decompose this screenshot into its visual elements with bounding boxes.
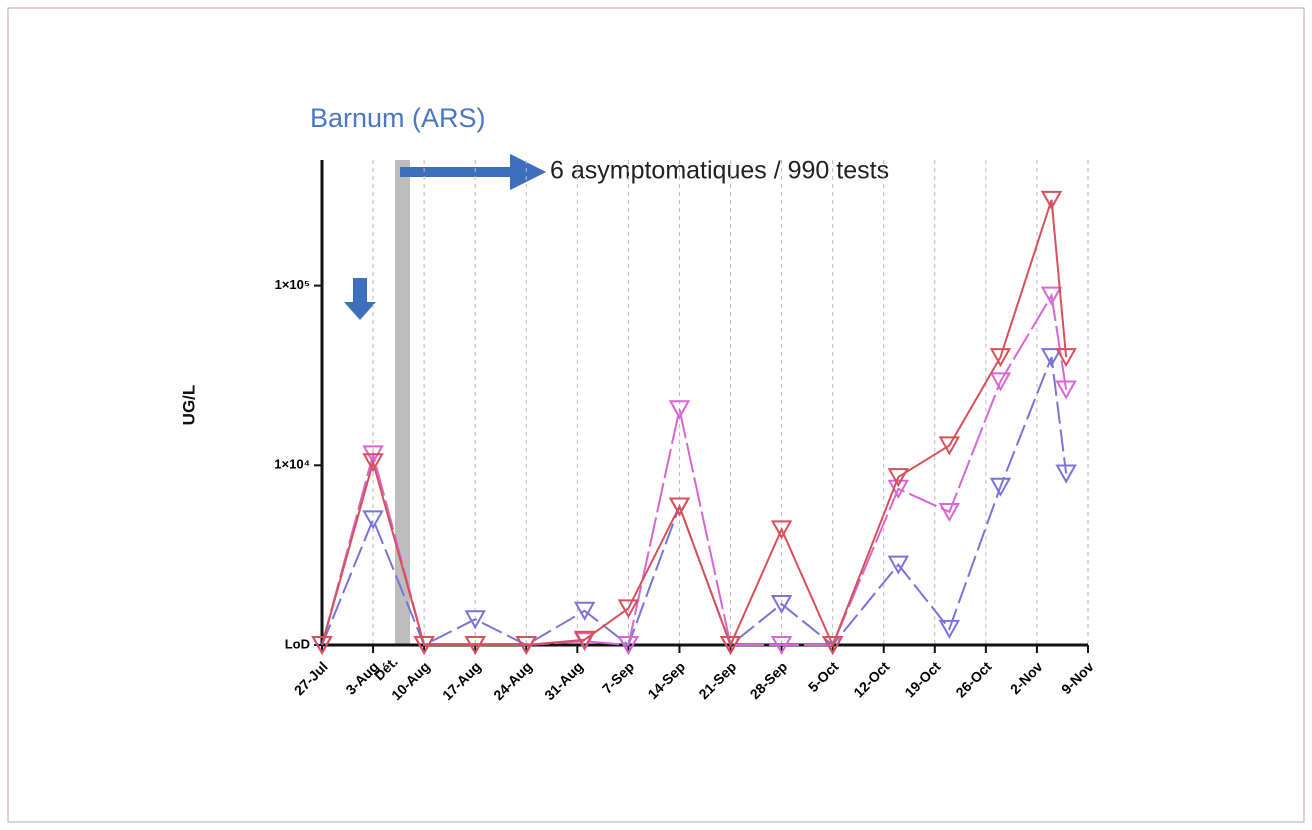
marker [1040, 190, 1063, 210]
marker [770, 520, 793, 540]
marker [311, 636, 333, 656]
marker [887, 555, 910, 575]
marker [1055, 464, 1077, 484]
marker [770, 595, 793, 615]
marker [719, 636, 742, 656]
y-tick-label: 1×10⁴ [274, 457, 310, 472]
frame [7, 7, 1305, 823]
marker [821, 636, 844, 656]
marker [989, 477, 1012, 497]
marker [1040, 348, 1063, 368]
marker [413, 636, 435, 656]
marker [464, 610, 486, 630]
y-tick-label: 1×10⁵ [275, 277, 310, 292]
marker [938, 436, 961, 456]
marker [362, 453, 384, 473]
marker [938, 619, 961, 639]
marker [989, 372, 1012, 392]
event-band [395, 160, 410, 645]
marker [617, 636, 640, 656]
marker [668, 400, 691, 420]
y-axis-label: UG/L [179, 385, 198, 426]
marker [1055, 348, 1077, 368]
marker [617, 599, 640, 619]
marker [887, 468, 910, 488]
marker [573, 601, 596, 621]
marker [515, 636, 537, 656]
marker [1040, 286, 1063, 306]
marker [989, 348, 1012, 368]
marker [362, 510, 384, 530]
marker [1055, 380, 1077, 400]
marker [938, 502, 961, 522]
y-tick-label: LoD [285, 636, 310, 651]
marker [770, 636, 793, 656]
annotation: 6 asymptomatiques / 990 tests [550, 157, 889, 185]
marker [668, 497, 691, 517]
series-line [321, 199, 1068, 648]
arrow-down [344, 278, 376, 320]
chart-title: Barnum (ARS) [310, 103, 486, 133]
marker [573, 630, 596, 650]
marker [464, 636, 486, 656]
arrow-right [400, 153, 547, 191]
